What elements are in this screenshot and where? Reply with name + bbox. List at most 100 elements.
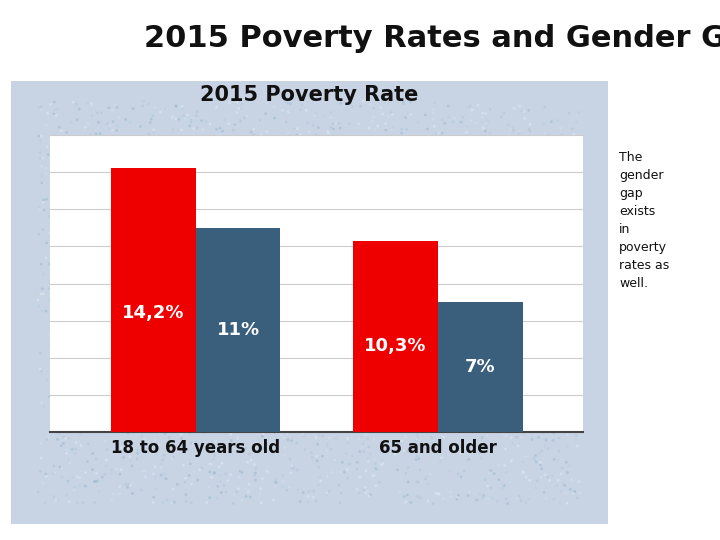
Point: [428, 292, 439, 300]
Point: [529, 321, 541, 329]
Point: [325, 108, 336, 117]
Point: [527, 319, 539, 327]
Point: [235, 104, 247, 113]
Point: [488, 238, 500, 247]
Point: [204, 460, 216, 468]
Point: [402, 176, 414, 185]
Point: [575, 363, 587, 372]
Point: [428, 109, 439, 117]
Point: [161, 210, 173, 218]
Point: [523, 495, 534, 503]
Point: [464, 408, 476, 416]
Point: [410, 399, 421, 407]
Point: [422, 285, 433, 293]
Point: [330, 306, 341, 314]
Point: [229, 380, 240, 388]
Point: [532, 293, 544, 301]
Point: [174, 293, 185, 302]
Point: [156, 419, 168, 428]
Point: [207, 340, 219, 348]
Point: [255, 160, 266, 169]
Point: [282, 311, 294, 320]
Point: [276, 106, 288, 114]
Point: [442, 377, 454, 386]
Point: [405, 185, 416, 194]
Point: [80, 231, 91, 239]
Point: [39, 498, 50, 507]
Point: [574, 182, 585, 191]
Point: [249, 361, 261, 370]
Text: 14,2%: 14,2%: [122, 305, 184, 322]
Point: [242, 150, 253, 159]
Point: [341, 465, 353, 474]
Point: [100, 170, 112, 178]
Point: [305, 170, 316, 179]
Point: [520, 370, 531, 379]
Point: [356, 144, 368, 153]
Point: [236, 468, 248, 477]
Point: [451, 223, 462, 232]
Point: [377, 110, 388, 118]
Point: [467, 229, 479, 238]
Point: [158, 415, 169, 424]
Point: [206, 460, 217, 469]
Point: [66, 399, 78, 407]
Point: [114, 447, 126, 456]
Point: [366, 194, 377, 203]
Point: [460, 274, 472, 283]
Point: [329, 195, 341, 204]
Point: [531, 457, 542, 466]
Point: [200, 372, 212, 381]
Point: [37, 285, 48, 293]
Point: [423, 350, 434, 359]
Point: [323, 487, 335, 496]
Point: [101, 456, 112, 464]
Point: [314, 162, 325, 171]
Point: [498, 266, 510, 275]
Point: [270, 478, 282, 487]
Point: [63, 434, 75, 442]
Point: [470, 227, 482, 236]
Point: [308, 389, 320, 398]
Point: [384, 145, 396, 153]
Point: [523, 296, 534, 305]
Point: [569, 487, 580, 495]
Point: [107, 375, 118, 383]
Point: [140, 380, 151, 388]
Point: [564, 172, 576, 180]
Point: [216, 143, 228, 152]
Point: [260, 396, 271, 404]
Point: [60, 406, 72, 415]
Point: [468, 262, 480, 271]
Point: [370, 409, 382, 417]
Point: [521, 170, 533, 178]
Point: [522, 174, 534, 183]
Point: [178, 418, 189, 427]
Point: [554, 254, 565, 262]
Point: [51, 105, 63, 113]
Point: [297, 289, 308, 298]
Point: [369, 138, 380, 147]
Point: [100, 249, 112, 258]
Point: [521, 499, 532, 508]
Point: [201, 442, 212, 451]
Point: [499, 461, 510, 470]
Point: [345, 303, 356, 312]
Point: [104, 222, 116, 231]
Point: [282, 430, 293, 439]
Point: [112, 188, 123, 197]
Point: [323, 129, 334, 137]
Point: [351, 458, 363, 467]
Point: [492, 181, 503, 190]
Point: [528, 454, 540, 463]
Point: [104, 272, 116, 281]
Point: [423, 275, 435, 284]
Point: [107, 347, 119, 356]
Point: [196, 171, 207, 179]
Point: [67, 474, 78, 482]
Point: [411, 452, 423, 461]
Point: [185, 264, 197, 272]
Point: [111, 406, 122, 415]
Point: [245, 267, 256, 275]
Point: [235, 418, 247, 427]
